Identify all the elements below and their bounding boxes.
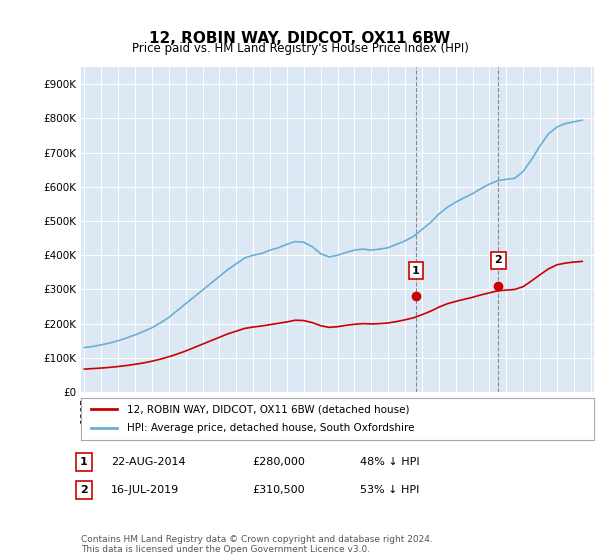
Text: 1: 1 <box>80 457 88 467</box>
Text: 12, ROBIN WAY, DIDCOT, OX11 6BW: 12, ROBIN WAY, DIDCOT, OX11 6BW <box>149 31 451 46</box>
Text: £280,000: £280,000 <box>252 457 305 467</box>
Text: 2: 2 <box>494 255 502 265</box>
Text: 48% ↓ HPI: 48% ↓ HPI <box>360 457 419 467</box>
Text: 1: 1 <box>412 266 420 276</box>
Text: Contains HM Land Registry data © Crown copyright and database right 2024.
This d: Contains HM Land Registry data © Crown c… <box>81 535 433 554</box>
Text: 53% ↓ HPI: 53% ↓ HPI <box>360 485 419 495</box>
Text: 16-JUL-2019: 16-JUL-2019 <box>111 485 179 495</box>
Text: 12, ROBIN WAY, DIDCOT, OX11 6BW (detached house): 12, ROBIN WAY, DIDCOT, OX11 6BW (detache… <box>127 404 410 414</box>
Text: £310,500: £310,500 <box>252 485 305 495</box>
Text: Price paid vs. HM Land Registry's House Price Index (HPI): Price paid vs. HM Land Registry's House … <box>131 42 469 55</box>
Text: HPI: Average price, detached house, South Oxfordshire: HPI: Average price, detached house, Sout… <box>127 423 415 433</box>
Text: 2: 2 <box>80 485 88 495</box>
Text: 22-AUG-2014: 22-AUG-2014 <box>111 457 185 467</box>
